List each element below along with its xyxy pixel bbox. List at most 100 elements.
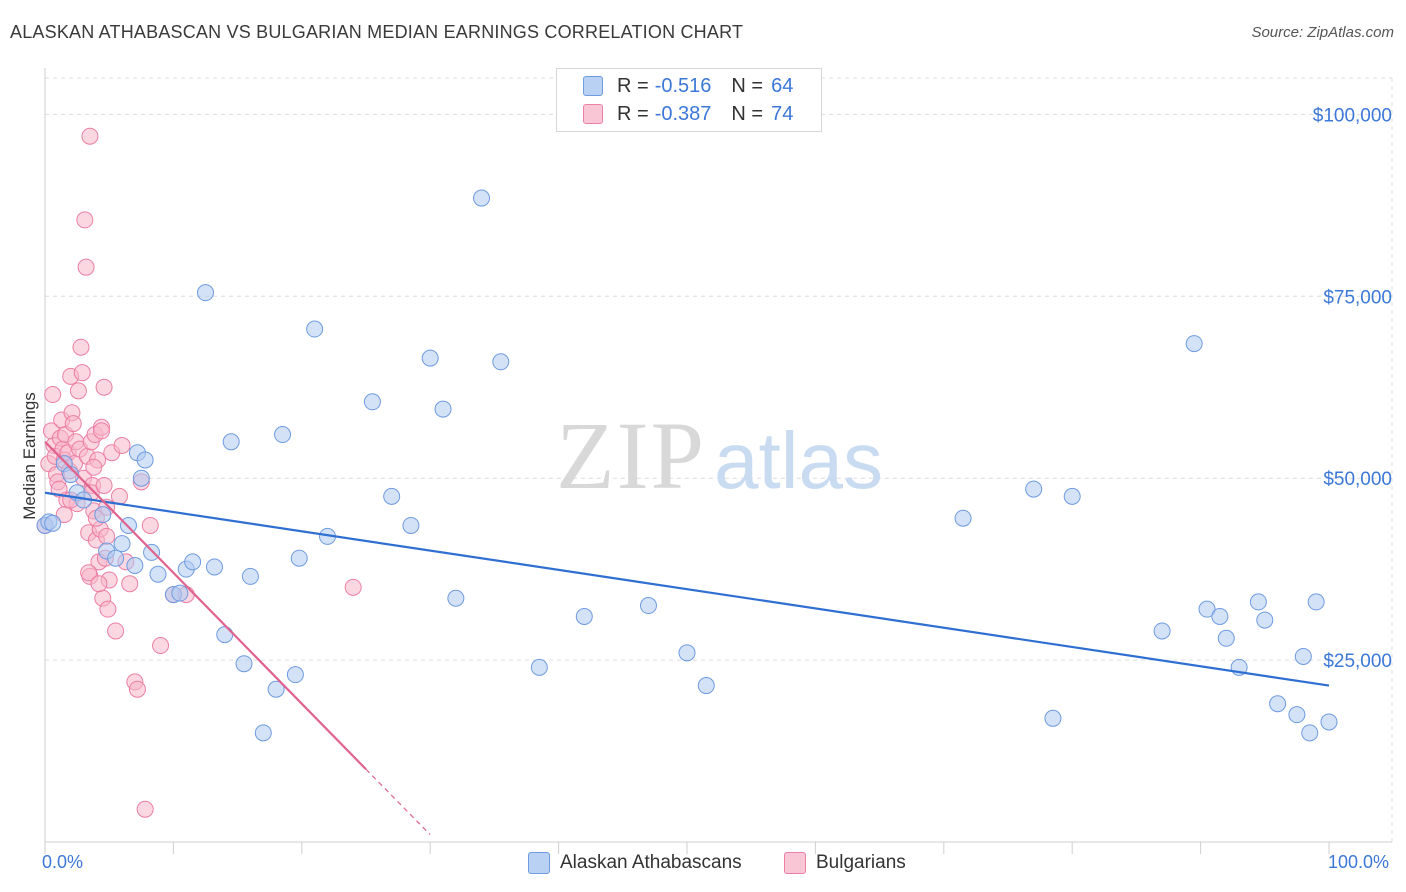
athabascan-point — [1063, 487, 1081, 505]
athabascan-point — [267, 680, 285, 698]
bulgarians-point — [55, 506, 73, 524]
athabascan-point — [402, 516, 420, 534]
bulgarians-point — [92, 422, 110, 440]
y-tick-label: $25,000 — [1323, 651, 1392, 672]
x-tick-label-0: 0.0% — [42, 852, 84, 872]
athabascan-point — [306, 320, 324, 338]
athabascan-point — [492, 353, 510, 371]
bulgarians-point — [85, 458, 103, 476]
athabascan-point — [136, 451, 154, 469]
athabascan-point — [1320, 713, 1338, 731]
athabascan-point — [363, 393, 381, 411]
athabascan-point — [447, 589, 465, 607]
athabascan-point — [473, 189, 491, 207]
athabascan-point — [1288, 706, 1306, 724]
legend-item-athabascan[interactable]: Alaskan Athabascans — [528, 852, 742, 874]
bulgarians-point — [107, 622, 125, 640]
bulgarians-trend-line — [44, 441, 367, 771]
athabascan-point — [1153, 622, 1171, 640]
bulgarians-point — [69, 382, 87, 400]
bulgarians-point — [44, 386, 62, 404]
bulgarians-point — [98, 527, 116, 545]
athabascan-point — [94, 506, 112, 524]
athabascan-point — [216, 626, 234, 644]
bulgarians-point — [72, 338, 90, 356]
n-value: 64 — [771, 74, 794, 97]
athabascan-point — [1294, 647, 1312, 665]
athabascan-point — [1198, 600, 1216, 618]
y-tick-labels: $25,000 $50,000 $75,000 $100,000 — [1313, 105, 1392, 672]
athabascan-point — [678, 644, 696, 662]
r-value: -0.516 — [654, 74, 712, 97]
athabascan-point — [1249, 593, 1267, 611]
legend-item-bulgarians[interactable]: Bulgarians — [784, 852, 906, 874]
athabascan-point — [274, 426, 292, 444]
athabascan-point — [113, 535, 131, 553]
bulgarians-point — [95, 476, 113, 494]
legend-row-bulgarians: R = -0.387 N = 74 — [583, 101, 793, 127]
athabascan-point — [1301, 724, 1319, 742]
athabascan-point — [107, 549, 125, 567]
athabascan-point — [222, 433, 240, 451]
legend-label-athabascan: Alaskan Athabascans — [560, 852, 742, 873]
athabascan-point — [1185, 335, 1203, 353]
athabascan-point — [1269, 695, 1287, 713]
bulgarians-point — [113, 436, 131, 454]
athabascan-point — [290, 549, 308, 567]
bulgarians-point — [64, 415, 82, 433]
n-label: N = — [731, 74, 764, 97]
bulgarians-point — [128, 680, 146, 698]
n-label: N = — [731, 102, 764, 125]
athabascan-point — [954, 509, 972, 527]
bulgarians-point — [80, 564, 98, 582]
athabascan-point — [171, 584, 189, 602]
athabascan-point — [1217, 629, 1235, 647]
r-label: R = — [617, 102, 649, 125]
athabascan-point — [530, 658, 548, 676]
athabascan-point — [1256, 611, 1274, 629]
athabascan-point — [1211, 607, 1229, 625]
bulgarians-point — [95, 378, 113, 396]
y-tick-label: $75,000 — [1323, 287, 1392, 308]
watermark-atlas: atlas — [714, 416, 883, 505]
bulgarians-swatch — [784, 852, 806, 874]
athabascan-point — [1025, 480, 1043, 498]
athabascan-point — [1307, 593, 1325, 611]
athabascan-point — [205, 558, 223, 576]
athabascan-point — [697, 677, 715, 695]
athabascan-point — [197, 284, 214, 302]
athabascan-swatch — [583, 76, 603, 96]
athabascan-point — [235, 655, 253, 673]
r-value: -0.387 — [654, 102, 712, 125]
bulgarians-point — [121, 575, 139, 593]
athabascan-point — [254, 724, 272, 742]
y-tick-label: $100,000 — [1313, 105, 1392, 126]
athabascan-swatch — [528, 852, 550, 874]
bulgarians-point — [141, 516, 159, 534]
trend-lines — [44, 441, 1330, 836]
x-tick-label-100: 100.0% — [1328, 852, 1390, 872]
bulgarians-trend-extension — [365, 768, 431, 836]
bulgarians-point — [73, 364, 91, 382]
athabascan-point — [286, 666, 304, 684]
watermark: ZIP atlas — [556, 402, 883, 509]
bulgarians-point — [77, 258, 95, 276]
bulgarians-point — [344, 578, 362, 596]
athabascan-point — [126, 557, 144, 575]
athabascan-point — [383, 487, 401, 505]
athabascan-point — [421, 349, 439, 367]
source-label: Source: ZipAtlas.com — [1251, 24, 1394, 41]
athabascan-points — [36, 189, 1338, 742]
bulgarians-point — [90, 575, 108, 593]
athabascan-trend-line — [44, 491, 1330, 687]
athabascan-point — [132, 469, 150, 487]
athabascan-point — [639, 597, 657, 615]
bulgarians-point — [81, 127, 99, 145]
athabascan-point — [575, 607, 593, 625]
axes — [44, 68, 1392, 854]
athabascan-point — [184, 553, 202, 571]
watermark-zip: ZIP — [556, 402, 706, 509]
bulgarians-point — [152, 637, 170, 655]
legend-label-bulgarians: Bulgarians — [816, 852, 906, 873]
r-label: R = — [617, 74, 649, 97]
